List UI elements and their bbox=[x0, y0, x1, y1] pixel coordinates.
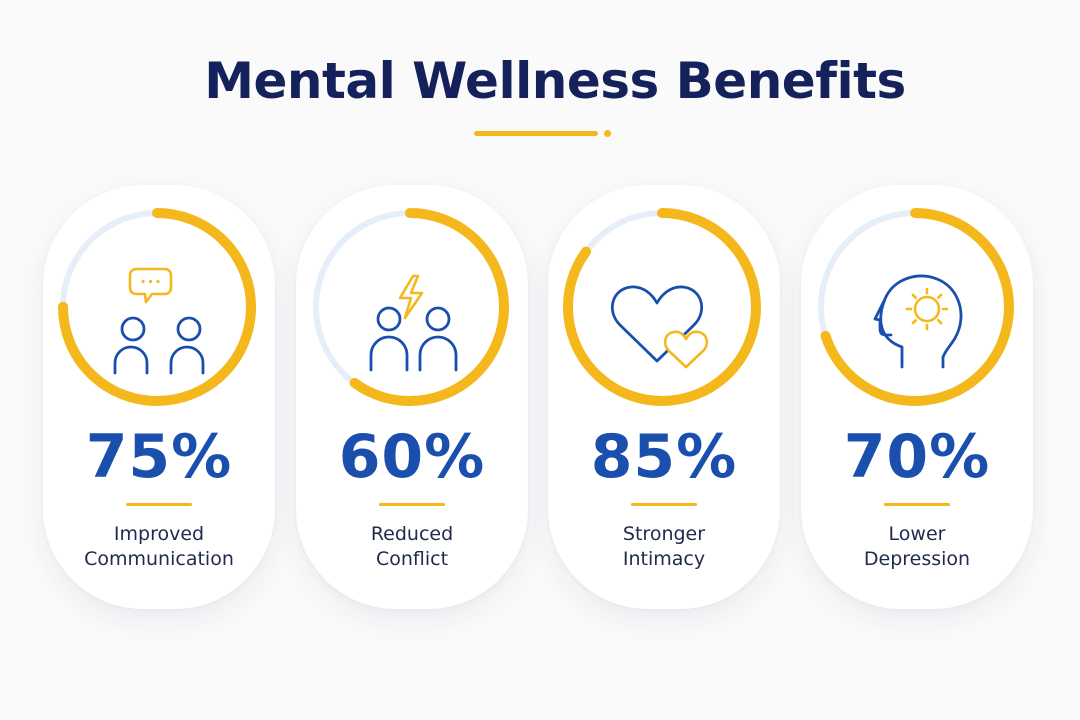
stat-label-line1: Lower bbox=[888, 523, 946, 545]
stat-label: Reduced Conflict bbox=[296, 522, 528, 572]
stat-card-conflict: 60% Reduced Conflict bbox=[296, 185, 528, 609]
stat-label-line2: Depression bbox=[863, 548, 971, 570]
stat-label-line1: Reduced bbox=[370, 523, 454, 545]
progress-ring bbox=[57, 207, 257, 407]
progress-ring bbox=[815, 207, 1015, 407]
stat-divider bbox=[631, 503, 697, 506]
hearts-icon bbox=[610, 285, 709, 369]
stat-value: 70% bbox=[843, 422, 991, 492]
title-underline-dot bbox=[604, 130, 611, 137]
conflict-people-icon bbox=[369, 274, 458, 372]
stat-card-communication: 75% Improved Communication bbox=[43, 185, 275, 609]
stat-divider bbox=[884, 503, 950, 506]
stat-label: Improved Communication bbox=[43, 522, 275, 572]
title-underline bbox=[474, 131, 598, 136]
stat-label-line2: Intimacy bbox=[622, 548, 706, 570]
stat-label: Lower Depression bbox=[801, 522, 1033, 572]
stat-label-line1: Improved bbox=[113, 523, 205, 545]
progress-ring-arc bbox=[58, 208, 256, 406]
stat-divider bbox=[126, 503, 192, 506]
chat-people-icon bbox=[113, 267, 205, 375]
stat-divider bbox=[379, 503, 445, 506]
stat-value: 85% bbox=[590, 422, 738, 492]
page-title: Mental Wellness Benefits bbox=[204, 52, 906, 110]
progress-ring bbox=[562, 207, 762, 407]
stat-label-line2: Communication bbox=[84, 548, 234, 570]
stat-label: Stronger Intimacy bbox=[548, 522, 780, 572]
progress-ring-arc bbox=[311, 208, 509, 406]
stat-label-line2: Conflict bbox=[375, 548, 449, 570]
stat-value: 60% bbox=[338, 422, 486, 492]
head-sun-icon bbox=[873, 274, 963, 369]
stat-card-intimacy: 85% Stronger Intimacy bbox=[548, 185, 780, 609]
stat-value: 75% bbox=[85, 422, 233, 492]
stat-label-line1: Stronger bbox=[622, 523, 706, 545]
progress-ring-arc bbox=[563, 208, 761, 406]
stat-card-depression: 70% Lower Depression bbox=[801, 185, 1033, 609]
progress-ring bbox=[310, 207, 510, 407]
progress-ring-arc bbox=[816, 208, 1014, 406]
